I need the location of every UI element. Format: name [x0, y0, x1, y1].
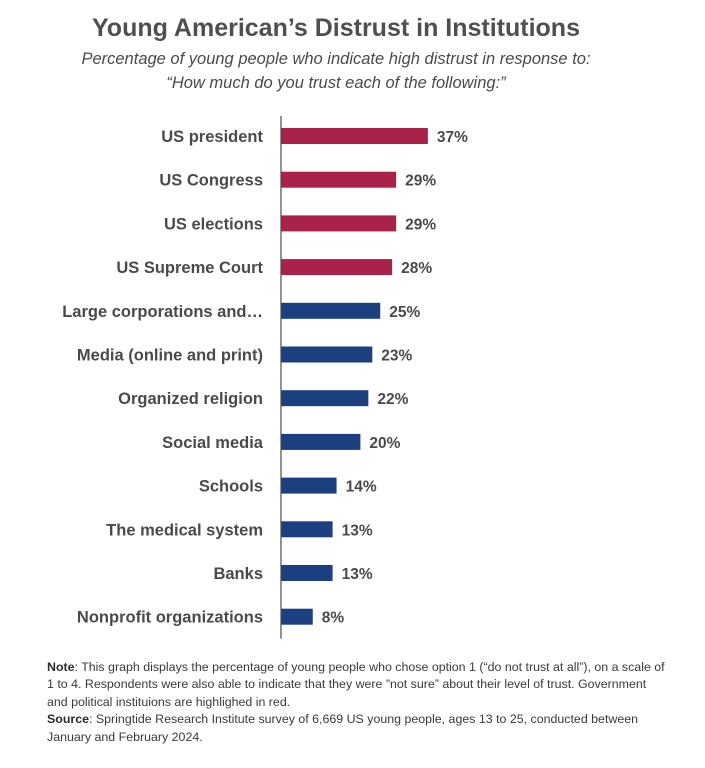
- source-label: Source: [47, 712, 90, 727]
- chart-notes: Note: This graph displays the percentage…: [47, 659, 667, 746]
- value-label: 29%: [405, 173, 436, 190]
- bar: [281, 171, 397, 188]
- value-label: 14%: [346, 479, 377, 496]
- value-label: 23%: [381, 348, 412, 365]
- chart-subtitle-line-2: “How much do you trust each of the follo…: [166, 74, 506, 92]
- value-label: 20%: [369, 435, 400, 452]
- value-label: 29%: [405, 216, 436, 233]
- category-label: Banks: [213, 565, 263, 583]
- bar: [281, 565, 333, 581]
- value-label: 13%: [342, 566, 373, 583]
- bar: [281, 128, 428, 144]
- category-label: US elections: [164, 215, 263, 233]
- value-label: 8%: [322, 610, 345, 627]
- value-label: 28%: [401, 260, 432, 277]
- category-label: Social media: [162, 434, 264, 452]
- chart-subtitle-line-1: Percentage of young people who indicate …: [81, 50, 591, 68]
- bar: [281, 477, 337, 494]
- bar: [281, 346, 373, 363]
- chart-title: Young American’s Distrust in Institution…: [91, 14, 580, 42]
- value-label: 22%: [377, 391, 408, 408]
- bar: [281, 302, 381, 319]
- bar: [281, 390, 369, 407]
- category-label: Nonprofit organizations: [77, 609, 263, 627]
- value-label: 13%: [342, 522, 373, 539]
- value-label: 37%: [437, 129, 468, 146]
- bar: [281, 215, 397, 232]
- note-paragraph: Note: This graph displays the percentage…: [47, 659, 667, 711]
- category-label: US Congress: [159, 172, 263, 190]
- category-label: Schools: [199, 478, 263, 496]
- bar: [281, 521, 333, 538]
- source-text: : Springtide Research Institute survey o…: [47, 712, 639, 744]
- source-paragraph: Source: Springtide Research Institute su…: [47, 711, 667, 746]
- value-label: 25%: [389, 304, 420, 321]
- bar: [281, 259, 393, 276]
- category-label: Large corporations and…: [62, 303, 263, 321]
- category-label: Organized religion: [118, 390, 263, 408]
- bar: [281, 608, 313, 625]
- category-label: Media (online and print): [77, 347, 263, 365]
- category-label: US Supreme Court: [116, 259, 263, 277]
- category-label: US president: [161, 128, 263, 146]
- category-label: The medical system: [106, 521, 263, 539]
- note-text: : This graph displays the percentage of …: [47, 660, 665, 709]
- bar: [281, 433, 361, 450]
- note-label: Note: [47, 660, 75, 674]
- bar-chart: US president 37% US Congress 29% US election…: [62, 116, 468, 639]
